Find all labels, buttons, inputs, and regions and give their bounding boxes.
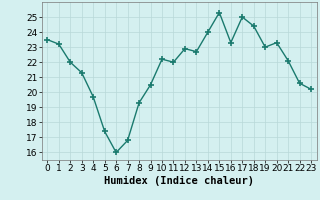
X-axis label: Humidex (Indice chaleur): Humidex (Indice chaleur)	[104, 176, 254, 186]
